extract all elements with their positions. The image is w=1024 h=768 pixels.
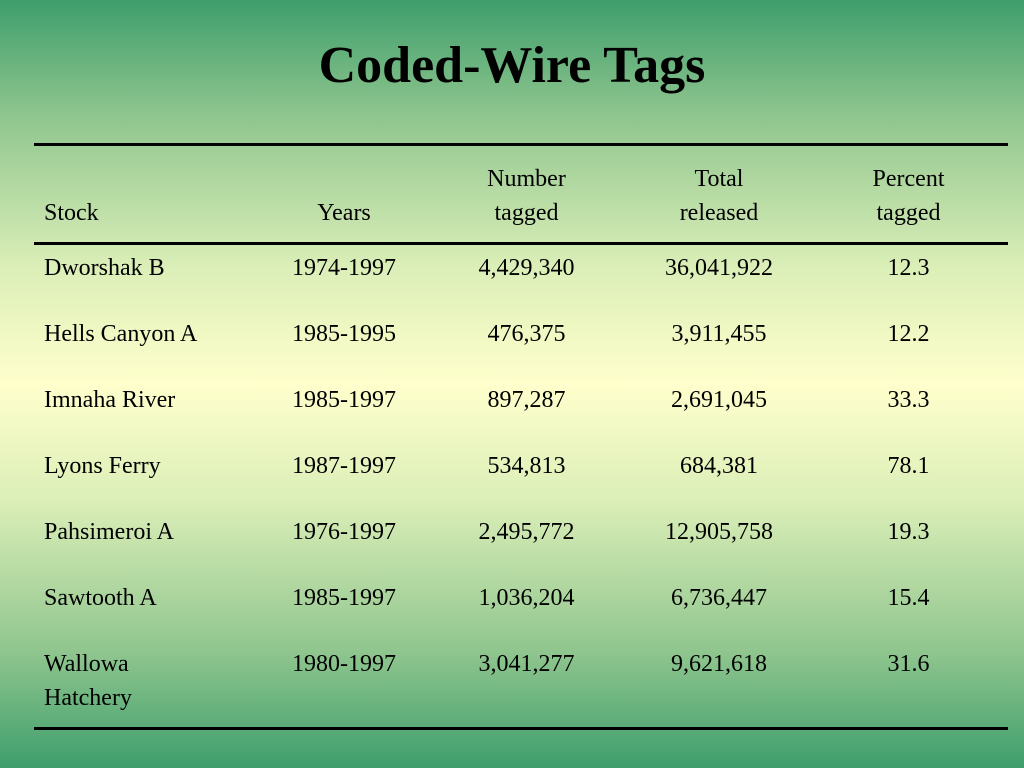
table-row: Sawtooth A 1985-1997 1,036,204 6,736,447… xyxy=(34,581,1008,647)
table-row: Pahsimeroi A 1976-1997 2,495,772 12,905,… xyxy=(34,515,1008,581)
cell-years: 1980-1997 xyxy=(292,651,396,677)
cell-total-released: 9,621,618 xyxy=(671,651,767,677)
header-total-released: Total released xyxy=(629,145,809,244)
cell-total-released: 3,911,455 xyxy=(671,321,767,347)
cell-percent-tagged: 12.3 xyxy=(887,255,930,281)
cell-stock: Sawtooth A xyxy=(44,585,157,611)
cell-years: 1985-1997 xyxy=(292,585,396,611)
cell-percent-tagged: 12.2 xyxy=(887,321,930,347)
cell-number-tagged: 476,375 xyxy=(487,321,566,347)
cell-years: 1987-1997 xyxy=(292,453,396,479)
header-total-released-line1: Total xyxy=(694,166,744,192)
cell-percent-tagged: 31.6 xyxy=(887,651,930,677)
table-row: Dworshak B 1974-1997 4,429,340 36,041,92… xyxy=(34,244,1008,318)
header-number-tagged-line1: Number xyxy=(487,166,566,192)
cell-stock: Hells Canyon A xyxy=(44,321,198,347)
cell-percent-tagged: 78.1 xyxy=(887,453,930,479)
cell-stock: Pahsimeroi A xyxy=(44,519,174,545)
header-percent-tagged-line2: tagged xyxy=(876,200,941,226)
cell-total-released: 12,905,758 xyxy=(665,519,773,545)
header-percent-tagged-line1: Percent xyxy=(872,166,945,192)
header-total-released-line2: released xyxy=(679,200,759,226)
table-row: Lyons Ferry 1987-1997 534,813 684,381 78… xyxy=(34,449,1008,515)
slide-title: Coded-Wire Tags xyxy=(318,37,706,94)
coded-wire-tags-table: Stock Years Number tagged Total released… xyxy=(34,143,1008,730)
cell-stock: Dworshak B xyxy=(44,255,165,281)
cell-years: 1974-1997 xyxy=(292,255,396,281)
cell-years: 1976-1997 xyxy=(292,519,396,545)
cell-number-tagged: 1,036,204 xyxy=(478,585,575,611)
table-row: Hells Canyon A 1985-1995 476,375 3,911,4… xyxy=(34,317,1008,383)
table-row: Wallowa Hatchery 1980-1997 3,041,277 9,6… xyxy=(34,647,1008,729)
cell-total-released: 36,041,922 xyxy=(665,255,773,281)
cell-percent-tagged: 15.4 xyxy=(887,585,930,611)
header-years: Years xyxy=(317,200,371,226)
cell-stock: Wallowa Hatchery xyxy=(34,647,264,729)
cell-total-released: 684,381 xyxy=(680,453,758,479)
cell-number-tagged: 4,429,340 xyxy=(478,255,575,281)
cell-total-released: 6,736,447 xyxy=(671,585,767,611)
cell-stock: Lyons Ferry xyxy=(44,453,161,479)
cell-percent-tagged: 19.3 xyxy=(887,519,930,545)
cell-number-tagged: 3,041,277 xyxy=(478,651,575,677)
table-header-row: Stock Years Number tagged Total released… xyxy=(34,144,1008,244)
cell-years: 1985-1997 xyxy=(292,387,396,413)
cell-number-tagged: 534,813 xyxy=(487,453,566,479)
cell-number-tagged: 897,287 xyxy=(487,387,566,413)
cell-stock-line1: Wallowa xyxy=(44,651,129,677)
cell-number-tagged: 2,495,772 xyxy=(478,519,575,545)
header-percent-tagged: Percent tagged xyxy=(809,145,1008,244)
table-container: Stock Years Number tagged Total released… xyxy=(34,143,1008,730)
header-stock: Stock xyxy=(44,200,99,226)
header-number-tagged: Number tagged xyxy=(424,145,629,244)
cell-stock-line2: Hatchery xyxy=(44,685,132,711)
cell-total-released: 2,691,045 xyxy=(671,387,767,413)
cell-stock: Imnaha River xyxy=(44,387,176,413)
cell-percent-tagged: 33.3 xyxy=(887,387,930,413)
cell-years: 1985-1995 xyxy=(292,321,396,347)
table-row: Imnaha River 1985-1997 897,287 2,691,045… xyxy=(34,383,1008,449)
header-number-tagged-line2: tagged xyxy=(494,200,559,226)
